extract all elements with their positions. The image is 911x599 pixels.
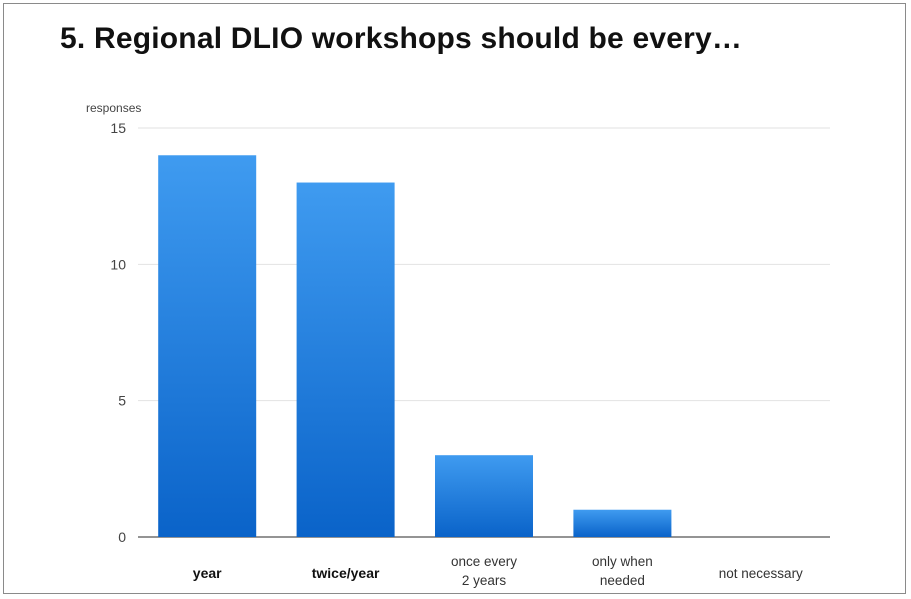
- x-tick-label: only when: [592, 554, 653, 569]
- y-tick-label: 0: [118, 529, 126, 545]
- y-axis-label: responses: [86, 101, 141, 115]
- x-tick-label: needed: [600, 573, 645, 588]
- chart-title: 5. Regional DLIO workshops should be eve…: [60, 22, 743, 55]
- bars: [158, 155, 672, 538]
- bar: [158, 155, 257, 537]
- x-tick-label: year: [193, 565, 222, 581]
- x-tick-label: once every: [451, 554, 517, 569]
- bar: [573, 509, 672, 537]
- bar: [435, 455, 533, 537]
- y-tick-labels: 0 5 10 15: [110, 120, 126, 545]
- y-tick-label: 15: [110, 120, 126, 136]
- x-tick-labels: year twice/year once every 2 years only when…: [193, 554, 803, 588]
- y-tick-label: 10: [110, 256, 126, 272]
- y-tick-label: 5: [118, 393, 126, 409]
- x-tick-label: not necessary: [719, 566, 803, 581]
- bar: [296, 182, 395, 538]
- x-tick-label: twice/year: [312, 565, 380, 581]
- x-tick-label: 2 years: [462, 573, 507, 588]
